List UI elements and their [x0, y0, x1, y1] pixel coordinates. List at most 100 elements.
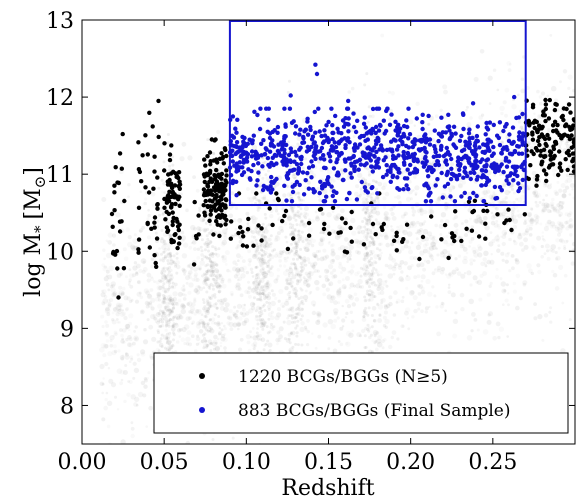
background-galaxy-point: [308, 292, 312, 295]
background-galaxy-point: [334, 234, 341, 240]
background-galaxy-point: [268, 267, 272, 271]
bcg-point-final: [402, 162, 407, 167]
background-galaxy-point: [111, 292, 117, 298]
bcg-point-all: [117, 151, 123, 156]
background-galaxy-point: [331, 251, 336, 256]
background-galaxy-point: [101, 417, 106, 422]
background-galaxy-point: [568, 223, 574, 229]
background-galaxy-point: [195, 323, 201, 329]
bcg-point-all: [202, 174, 207, 179]
background-galaxy-point: [375, 347, 379, 352]
background-galaxy-point: [568, 224, 573, 229]
background-galaxy-point: [102, 248, 106, 252]
background-galaxy-point: [164, 287, 170, 294]
background-galaxy-point: [224, 263, 228, 266]
background-galaxy-point: [251, 144, 258, 151]
background-galaxy-point: [255, 256, 259, 260]
bcg-point-all: [214, 167, 219, 173]
background-galaxy-point: [201, 274, 204, 278]
bcg-point-final: [418, 138, 424, 143]
background-galaxy-point: [257, 198, 261, 202]
background-galaxy-point: [153, 317, 157, 321]
background-galaxy-point: [148, 324, 154, 330]
background-galaxy-point: [116, 368, 123, 375]
bcg-point-all: [153, 260, 158, 266]
background-galaxy-point: [492, 336, 498, 341]
background-galaxy-point: [157, 298, 161, 302]
background-galaxy-point: [460, 273, 466, 279]
bcg-point-all: [535, 173, 540, 179]
background-galaxy-point: [431, 237, 436, 241]
background-galaxy-point: [459, 244, 464, 249]
background-galaxy-point: [413, 124, 416, 127]
background-galaxy-point: [537, 269, 542, 275]
bcg-point-final: [251, 162, 256, 168]
background-galaxy-point: [168, 342, 171, 346]
background-galaxy-point: [107, 302, 112, 307]
background-galaxy-point: [314, 346, 318, 350]
background-galaxy-point: [223, 327, 227, 331]
background-galaxy-point: [208, 257, 212, 260]
background-galaxy-point: [182, 284, 185, 288]
background-galaxy-point: [434, 268, 437, 271]
background-galaxy-point: [411, 209, 417, 214]
background-galaxy-point: [167, 337, 170, 340]
background-galaxy-point: [463, 272, 467, 275]
background-galaxy-point: [447, 290, 452, 294]
bcg-point-final: [484, 125, 489, 130]
background-galaxy-point: [340, 271, 343, 274]
bcg-point-all: [167, 157, 173, 163]
background-galaxy-point: [434, 200, 438, 204]
background-galaxy-point: [553, 189, 558, 194]
background-galaxy-point: [189, 305, 192, 308]
bcg-point-all: [205, 189, 211, 194]
background-galaxy-point: [130, 433, 135, 439]
background-galaxy-point: [236, 322, 241, 327]
background-galaxy-point: [503, 289, 507, 293]
bcg-point-all: [532, 118, 538, 124]
bcg-point-all: [259, 238, 264, 243]
background-galaxy-point: [286, 192, 292, 197]
background-galaxy-point: [258, 297, 262, 301]
background-galaxy-point: [501, 241, 506, 247]
background-galaxy-point: [563, 247, 567, 250]
background-galaxy-point: [199, 260, 205, 266]
background-galaxy-point: [560, 227, 564, 231]
background-galaxy-point: [315, 250, 320, 254]
background-galaxy-point: [553, 206, 558, 211]
bcg-point-final: [439, 115, 444, 120]
bcg-point-all: [529, 149, 534, 154]
background-galaxy-point: [104, 361, 109, 367]
background-galaxy-point: [265, 265, 269, 269]
bcg-point-final: [233, 144, 239, 149]
background-galaxy-point: [190, 267, 194, 271]
background-galaxy-point: [265, 282, 270, 288]
bcg-point-final: [239, 172, 245, 178]
background-galaxy-point: [403, 211, 408, 216]
background-galaxy-point: [373, 341, 377, 345]
background-galaxy-point: [296, 210, 300, 214]
background-galaxy-point: [399, 260, 405, 265]
background-galaxy-point: [565, 173, 570, 178]
bcg-point-final: [261, 183, 266, 189]
background-galaxy-point: [344, 226, 348, 231]
background-galaxy-point: [211, 341, 217, 347]
background-galaxy-point: [535, 203, 540, 208]
background-galaxy-point: [160, 252, 163, 256]
background-galaxy-point: [483, 250, 489, 256]
background-galaxy-point: [122, 370, 128, 375]
background-galaxy-point: [297, 229, 300, 233]
background-galaxy-point: [345, 330, 352, 337]
background-galaxy-point: [206, 263, 210, 267]
background-galaxy-point: [492, 191, 496, 195]
bcg-point-all: [143, 185, 148, 190]
bcg-point-all: [459, 238, 464, 244]
background-galaxy-point: [329, 299, 334, 304]
bcg-point-final: [310, 164, 316, 169]
background-galaxy-point: [308, 261, 311, 265]
bcg-point-final: [268, 184, 273, 189]
bcg-point-final: [446, 112, 451, 118]
background-galaxy-point: [448, 189, 452, 193]
background-galaxy-point: [168, 331, 172, 335]
